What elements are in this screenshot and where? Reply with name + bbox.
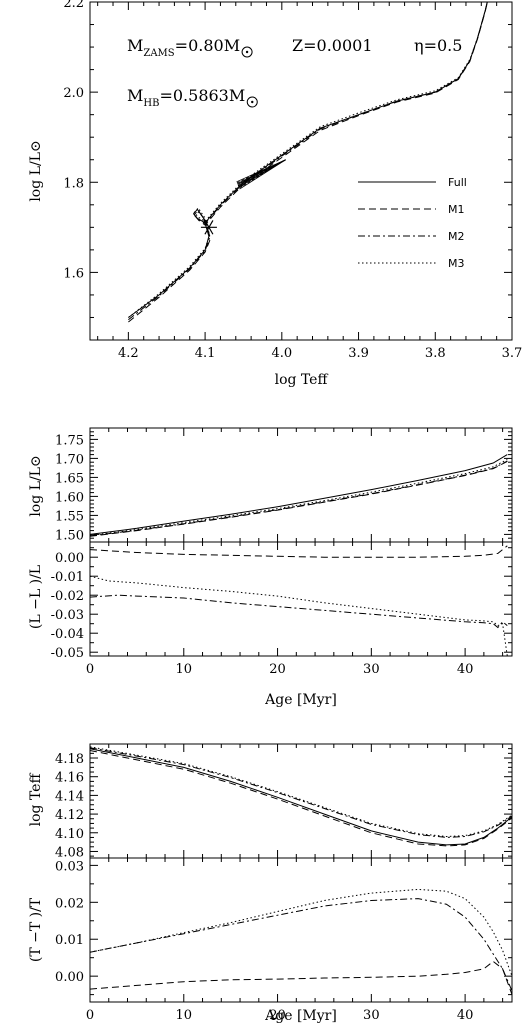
legend-label-m2: M2 xyxy=(448,230,465,243)
x-tick-label: 0 xyxy=(86,1008,94,1023)
oscillation-line xyxy=(236,159,286,184)
series-line-m2 xyxy=(90,747,512,838)
x-tick-label: 10 xyxy=(176,662,193,677)
y-tick-label: 1.50 xyxy=(55,528,84,543)
x-axis-label: log Teff xyxy=(275,372,329,388)
x-tick-label: 10 xyxy=(176,1008,193,1023)
y-tick-label: 1.65 xyxy=(55,471,84,486)
y-tick-label: -0.05 xyxy=(51,646,84,661)
series-line-m3 xyxy=(90,459,508,536)
legend-label-m3: M3 xyxy=(448,257,465,270)
sun-symbol xyxy=(246,96,258,108)
sun-symbol-dot xyxy=(245,50,249,54)
y-tick-label: 0.02 xyxy=(55,896,84,911)
y-tick-label: 1.75 xyxy=(55,433,84,448)
series-line-full xyxy=(90,454,508,535)
y-tick-label: 1.55 xyxy=(55,509,84,524)
annotation-eta: η=0.5 xyxy=(414,36,462,55)
legend-label-m1: M1 xyxy=(448,203,465,216)
plot-frame xyxy=(89,1,513,341)
series-line-m1 xyxy=(90,960,512,995)
y-tick-label: -0.01 xyxy=(51,570,84,585)
y-tick-label: 4.14 xyxy=(55,789,84,804)
panel-1: 4.2 4.1 4.0 3.9 3.8 3.7 1.6 1.8 2.0 2.2 log Teff lo… xyxy=(28,0,522,388)
panel-4: 4.08 4.10 4.12 4.14 4.16 4.18 log Teff xyxy=(28,743,513,860)
series-line-m2 xyxy=(90,594,508,629)
annotation-mhb: MHB=0.5863M xyxy=(127,86,245,109)
series-group xyxy=(90,545,508,656)
y-tick-label: 1.60 xyxy=(55,490,84,505)
y-tick-label: 0.01 xyxy=(55,933,84,948)
x-tick-label: 20 xyxy=(269,1008,286,1023)
series-group xyxy=(128,2,488,323)
asterisk-stroke xyxy=(204,220,214,235)
y-axis-label: (T −T )/T xyxy=(28,897,44,962)
y-axis-label: log L/L⊙ xyxy=(28,455,44,516)
plot-frame xyxy=(89,541,513,657)
x-tick-label: 3.7 xyxy=(502,346,523,361)
series-line-m2 xyxy=(90,460,508,537)
x-tick-label: 0 xyxy=(86,662,94,677)
panel-2: 1.50 1.55 1.60 1.65 1.70 1.75 log L/L⊙ xyxy=(28,427,513,543)
series-line-m1 xyxy=(128,2,488,323)
x-tick-label: 40 xyxy=(457,1008,474,1023)
series-line-m3 xyxy=(90,888,512,977)
oscillation-loops xyxy=(236,159,286,190)
y-axis-label: (L −L )/L xyxy=(28,565,44,629)
y-tick-label: 4.10 xyxy=(55,827,84,842)
series-line-m2 xyxy=(128,2,488,321)
x-tick-label: 4.1 xyxy=(195,346,216,361)
y-axis-label: log Teff xyxy=(28,773,44,827)
y-tick-label: 2.0 xyxy=(63,86,84,101)
y-tick-label: 2.2 xyxy=(63,0,84,11)
series-line-m1 xyxy=(90,545,508,558)
oscillation-line xyxy=(236,159,286,183)
x-axis-label: Age [Myr] xyxy=(264,1008,337,1024)
panel-3: 0 10 20 30 40 0.00 -0.01 -0.02 -0.03 -0.04 -0.05 Ag… xyxy=(28,541,513,708)
y-tick-label: 1.70 xyxy=(55,452,84,467)
y-tick-label: 0.03 xyxy=(55,859,84,874)
x-axis-label: Age [Myr] xyxy=(264,692,337,708)
series-line-m1 xyxy=(90,460,508,537)
y-tick-label: -0.02 xyxy=(51,589,84,604)
series-group xyxy=(90,746,512,847)
y-tick-label: 4.18 xyxy=(55,752,84,767)
y-tick-label: 4.08 xyxy=(55,845,84,860)
y-tick-label: 4.16 xyxy=(55,771,84,786)
x-tick-label: 3.8 xyxy=(425,346,446,361)
x-tick-label: 30 xyxy=(363,662,380,677)
x-tick-label: 30 xyxy=(363,1008,380,1023)
series-line-m3 xyxy=(90,746,512,838)
y-tick-label: 4.12 xyxy=(55,808,84,823)
y-tick-label: -0.04 xyxy=(51,627,84,642)
plot-frame xyxy=(89,427,513,543)
series-line-full xyxy=(90,748,512,846)
y-tick-label: 1.6 xyxy=(63,266,84,281)
series-line-m3 xyxy=(90,575,508,656)
annotation-mzams: MZAMS=0.80M xyxy=(127,36,240,59)
y-tick-label: -0.03 xyxy=(51,608,84,623)
y-axis-label: log L/L⊙ xyxy=(28,140,44,201)
sun-symbol xyxy=(241,46,253,58)
x-tick-label: 20 xyxy=(269,662,286,677)
x-tick-label: 3.9 xyxy=(348,346,369,361)
x-tick-label: 4.2 xyxy=(118,346,139,361)
x-tick-label: 4.0 xyxy=(271,346,292,361)
plot-frame xyxy=(89,857,513,1003)
y-tick-label: 1.8 xyxy=(63,176,84,191)
sun-symbol-dot xyxy=(251,100,254,104)
y-tick-label: 0.00 xyxy=(55,970,84,985)
series-line-m1 xyxy=(90,750,512,847)
series-line-m2 xyxy=(90,898,512,992)
panel-5: 0 10 20 30 40 0.00 0.01 0.02 0.03 Age [Myr] (T −T … xyxy=(28,857,513,1024)
y-tick-label: 0.00 xyxy=(55,551,84,566)
series-group xyxy=(90,888,512,995)
asterisk-marker xyxy=(200,220,217,235)
legend-label-full: Full xyxy=(448,176,467,189)
annotation-z: Z=0.0001 xyxy=(292,36,373,55)
x-tick-label: 40 xyxy=(457,662,474,677)
series-group xyxy=(90,454,508,537)
legend: Full M1 M2 M3 xyxy=(358,176,467,270)
